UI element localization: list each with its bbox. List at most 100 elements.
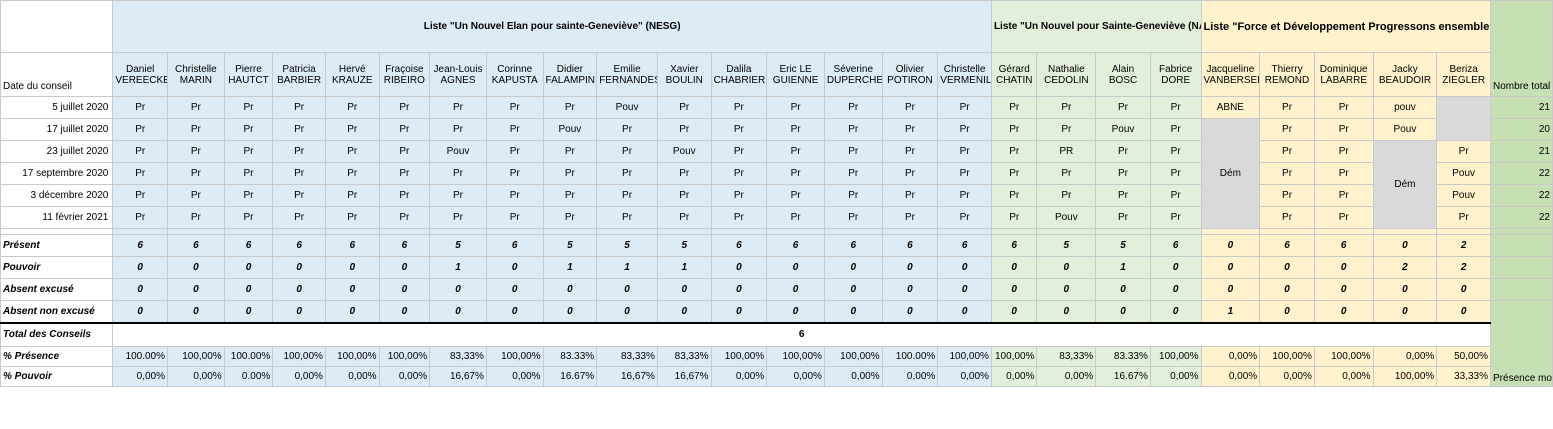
stat-value: 0 (990, 256, 1038, 279)
stat-value: 0 (112, 278, 169, 301)
pouvoir-pct-value: 16.67% (1095, 366, 1151, 387)
session-total: 22 (1490, 184, 1553, 207)
attendance-cell: Pr (112, 96, 169, 119)
councillor-last-name: DORE (1161, 74, 1191, 86)
councillor-header: Alain BOSC (1095, 52, 1151, 97)
attendance-cell: Pr (881, 184, 939, 207)
attendance-cell: Pr (766, 184, 825, 207)
attendance-cell: Pr (990, 96, 1038, 119)
attendance-cell: Pr (1149, 96, 1202, 119)
attendance-cell: Pr (429, 96, 487, 119)
attendance-cell: Pouv (429, 140, 487, 163)
attendance-cell: Pr (485, 140, 544, 163)
stat-label: Absent non excusé (0, 300, 114, 323)
presence-pct-value: 83,33% (429, 346, 487, 367)
attendance-cell: Pr (223, 162, 274, 185)
attendance-cell: Pr (937, 184, 992, 207)
session-total: 22 (1490, 206, 1553, 229)
attendance-cell: Pr (1149, 162, 1202, 185)
stat-value: 0 (596, 278, 658, 301)
attendance-cell: Pr (656, 184, 712, 207)
councillor-first-name: Xavier (670, 63, 699, 75)
session-total: 21 (1490, 96, 1553, 119)
presence-pct-value: 100,00% (990, 346, 1038, 367)
stat-value: 0 (167, 278, 225, 301)
stat-value: 0 (656, 300, 712, 323)
attendance-cell: Pr (823, 184, 883, 207)
attendance-cell: Pr (1095, 206, 1151, 229)
attendance-cell: Pr (596, 162, 658, 185)
attendance-cell: Pr (112, 206, 169, 229)
stat-row: Pouvoir 0 0 0 0 0 0 1 0 1 1 1 0 0 0 0 0 0 0 1 0 0 0 0 2 2 (0, 256, 1553, 279)
attendance-cell: Pr (485, 162, 544, 185)
attendance-cell: Pr (656, 162, 712, 185)
attendance-cell: Pr (112, 162, 169, 185)
attendance-cell: Pr (710, 184, 768, 207)
attendance-cell: Dém (1200, 118, 1261, 229)
stat-value: 0 (1200, 278, 1261, 301)
councillor-last-name: KRAUZE (331, 74, 373, 86)
councillor-last-name: BOULIN (665, 74, 703, 86)
councillor-first-name: Eric LE (779, 63, 812, 75)
pouvoir-pct-value: 0,00% (1259, 366, 1315, 387)
attendance-cell: Pr (167, 96, 225, 119)
attendance-cell: Pr (272, 140, 326, 163)
attendance-cell: Pr (378, 206, 431, 229)
presence-pct-value: 100,00% (324, 346, 380, 367)
pouvoir-pct-value: 0,00% (937, 366, 992, 387)
councillor-first-name: Nathalie (1047, 63, 1085, 75)
stat-value: 0 (485, 278, 544, 301)
stat-value: 1 (542, 256, 598, 279)
attendance-cell: Pr (1436, 206, 1492, 229)
stat-value: 0 (272, 256, 326, 279)
presence-pct-value: 83,33% (656, 346, 712, 367)
stat-value: 0 (378, 278, 431, 301)
attendance-cell: Pouv (542, 118, 598, 141)
presence-pct-value: 100,00% (272, 346, 326, 367)
stat-value: 0 (1259, 300, 1315, 323)
councillor-last-name: POTIRON (887, 74, 933, 86)
attendance-cell (1436, 96, 1492, 141)
attendance-cell: Pr (1313, 118, 1374, 141)
presence-pct-value: 100,00% (167, 346, 225, 367)
attendance-cell: Pr (766, 162, 825, 185)
attendance-cell: Pr (596, 184, 658, 207)
stat-value: 0 (378, 300, 431, 323)
councillor-first-name: Séverine (833, 63, 873, 75)
total-column-cell (1490, 278, 1553, 301)
councillor-header: Hervé KRAUZE (324, 52, 380, 97)
stat-value: 5 (429, 234, 487, 257)
attendance-cell: Pr (542, 184, 598, 207)
attendance-cell: Pr (937, 206, 992, 229)
total-conseils-label: Total des Conseils (0, 321, 114, 347)
stat-value: 6 (990, 234, 1038, 257)
stat-value: 0 (1200, 234, 1261, 257)
councillor-last-name: VEREECKE (115, 74, 168, 86)
stat-value: 0 (485, 300, 544, 323)
attendance-cell: Pr (990, 162, 1038, 185)
stat-value: 5 (656, 234, 712, 257)
presence-pct-row: % Présence 100.00% 100,00% 100.00% 100,00% 10… (0, 346, 1553, 367)
session-row: 23 juillet 2020 Pr Pr Pr Pr Pr Pr Pouv Pr Pr Pr Pou… (0, 140, 1553, 229)
attendance-cell: Pr (881, 162, 939, 185)
presence-pct-value: 100.00% (881, 346, 939, 367)
attendance-cell: Pr (1259, 118, 1315, 141)
councillor-header: Corinne KAPUSTA (485, 52, 544, 97)
session-row: 3 décembre 2020 Pr Pr Pr Pr Pr Pr Pr Pr Pr Pr Pr Pr P… (0, 184, 1553, 207)
total-conseils-value: 6 (112, 321, 1492, 347)
stat-value: 0 (881, 256, 939, 279)
councillor-first-name: Jacky (1392, 63, 1418, 75)
attendance-cell: Pr (656, 96, 712, 119)
presence-pct-value: 100,00% (1313, 346, 1374, 367)
attendance-cell: Pr (881, 140, 939, 163)
attendance-cell: Pr (766, 206, 825, 229)
attendance-cell: Pr (429, 206, 487, 229)
stat-value: 0 (656, 278, 712, 301)
presence-pct-value: 100,00% (1259, 346, 1315, 367)
pouvoir-pct-value: 0,00% (990, 366, 1038, 387)
stat-value: 6 (766, 234, 825, 257)
councillor-last-name: BEAUDOIR (1378, 74, 1432, 86)
councillor-header: Séverine DUPERCHE (823, 52, 883, 97)
attendance-cell: Pr (272, 184, 326, 207)
attendance-cell: Pr (167, 184, 225, 207)
